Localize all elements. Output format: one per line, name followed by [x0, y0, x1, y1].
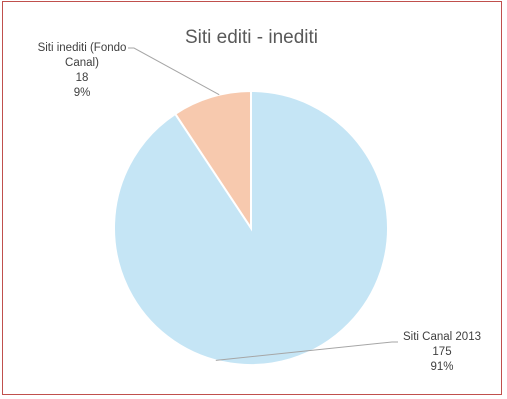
leader-line-inediti [128, 47, 220, 96]
label-canal-percent: 91% [430, 361, 454, 373]
label-canal-name: Siti Canal 2013 [403, 331, 481, 343]
slice-inediti [173, 89, 252, 232]
label-inediti-name-line2: Canal) [65, 57, 99, 69]
label-inediti: Siti inediti (Fondo Canal) 18 9% [18, 41, 146, 101]
leader-line-canal [215, 341, 398, 361]
chart-title: Siti editi - inediti [184, 27, 319, 48]
label-inediti-name-line1: Siti inediti (Fondo [37, 42, 127, 54]
label-inediti-value: 18 [75, 72, 89, 84]
label-canal-value: 175 [432, 346, 452, 358]
label-inediti-percent: 9% [73, 87, 91, 99]
label-canal: Siti Canal 2013 175 91% [394, 330, 490, 375]
